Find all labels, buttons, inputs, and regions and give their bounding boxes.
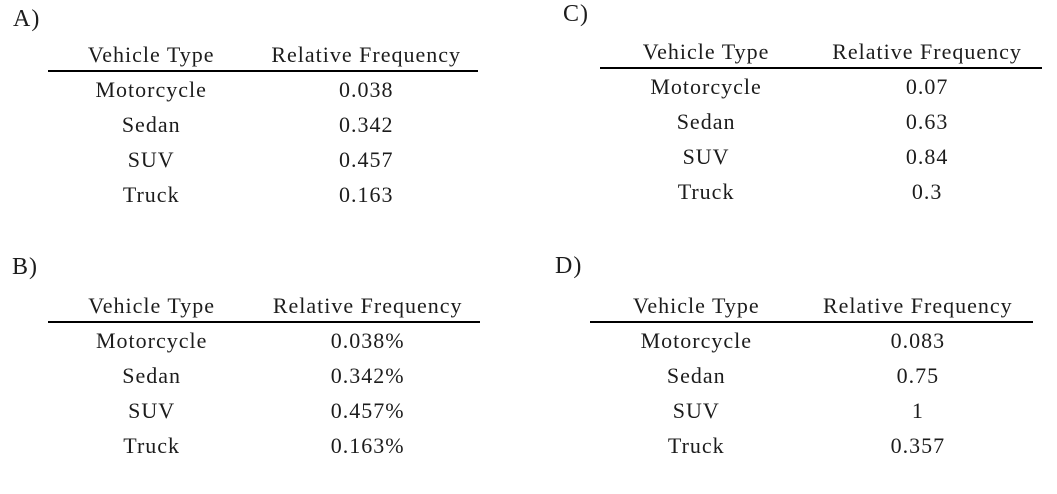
relative-frequency-cell: 0.357	[890, 432, 946, 458]
relative-frequency-cell: 0.038	[338, 76, 394, 102]
table-header-row: Vehicle Type Relative Frequency	[600, 37, 1042, 69]
table-header-row: Vehicle Type Relative Frequency	[48, 40, 478, 72]
table-row: Sedan 0.75	[590, 358, 1033, 393]
option-label-d: D)	[555, 253, 583, 279]
relative-frequency-cell: 0.63	[905, 108, 949, 134]
relative-frequency-cell: 0.342%	[330, 362, 405, 388]
vehicle-type-cell: Motorcycle	[650, 73, 762, 99]
option-label-b: B)	[12, 254, 38, 280]
column-header-vehicle-type: Vehicle Type	[48, 40, 255, 72]
table-row: Motorcycle 0.038%	[48, 322, 480, 358]
vehicle-type-cell: Sedan	[676, 108, 736, 134]
vehicle-type-cell: Motorcycle	[95, 76, 207, 102]
vehicle-type-cell: Sedan	[121, 111, 181, 137]
vehicle-type-cell: Truck	[667, 432, 725, 458]
relative-frequency-cell: 0.038%	[330, 327, 405, 353]
relative-frequency-cell: 0.342	[338, 111, 394, 137]
table-row: SUV 0.457%	[48, 393, 480, 428]
vehicle-type-cell: SUV	[127, 146, 175, 172]
column-header-vehicle-type: Vehicle Type	[600, 37, 813, 69]
frequency-table-c: Vehicle Type Relative Frequency Motorcyc…	[600, 37, 1042, 209]
vehicle-type-cell: Motorcycle	[95, 327, 208, 353]
frequency-table-d: Vehicle Type Relative Frequency Motorcyc…	[590, 291, 1033, 463]
vehicle-type-cell: Sedan	[666, 362, 726, 388]
table-row: Motorcycle 0.038	[48, 71, 478, 107]
table-row: SUV 0.457	[48, 142, 478, 177]
column-header-relative-frequency: Relative Frequency	[254, 40, 478, 72]
column-header-relative-frequency: Relative Frequency	[812, 37, 1042, 69]
frequency-table-b: Vehicle Type Relative Frequency Motorcyc…	[48, 291, 480, 463]
option-label-c: C)	[563, 1, 589, 27]
table-row: Truck 0.357	[590, 428, 1033, 463]
relative-frequency-cell: 0.163%	[330, 432, 405, 458]
vehicle-type-cell: Truck	[123, 432, 181, 458]
table-row: Sedan 0.342	[48, 107, 478, 142]
vehicle-type-cell: SUV	[128, 397, 176, 423]
relative-frequency-cell: 0.3	[911, 178, 943, 204]
vehicle-type-cell: Motorcycle	[640, 327, 753, 353]
relative-frequency-cell: 0.75	[896, 362, 940, 388]
vehicle-type-cell: Truck	[677, 178, 735, 204]
relative-frequency-cell: 1	[911, 397, 924, 423]
vehicle-type-cell: SUV	[672, 397, 720, 423]
column-header-relative-frequency: Relative Frequency	[255, 291, 480, 323]
table-header-row: Vehicle Type Relative Frequency	[48, 291, 480, 323]
frequency-table-a: Vehicle Type Relative Frequency Motorcyc…	[48, 40, 478, 212]
column-header-vehicle-type: Vehicle Type	[48, 291, 256, 323]
vehicle-type-cell: SUV	[682, 143, 730, 169]
vehicle-type-cell: Truck	[122, 181, 180, 207]
column-header-vehicle-type: Vehicle Type	[590, 291, 803, 323]
table-row: Truck 0.163	[48, 177, 478, 212]
table-row: Sedan 0.342%	[48, 358, 480, 393]
table-row: Truck 0.3	[600, 174, 1042, 209]
vehicle-type-cell: Sedan	[122, 362, 182, 388]
table-row: Motorcycle 0.083	[590, 322, 1033, 358]
table-header-row: Vehicle Type Relative Frequency	[590, 291, 1033, 323]
table-row: Truck 0.163%	[48, 428, 480, 463]
relative-frequency-cell: 0.84	[905, 143, 949, 169]
option-label-a: A)	[13, 6, 41, 32]
table-row: Sedan 0.63	[600, 104, 1042, 139]
relative-frequency-cell: 0.083	[890, 327, 946, 353]
table-row: SUV 1	[590, 393, 1033, 428]
relative-frequency-cell: 0.163	[338, 181, 394, 207]
table-row: SUV 0.84	[600, 139, 1042, 174]
table-row: Motorcycle 0.07	[600, 68, 1042, 104]
relative-frequency-cell: 0.457%	[330, 397, 405, 423]
relative-frequency-cell: 0.07	[905, 73, 949, 99]
relative-frequency-cell: 0.457	[338, 146, 394, 172]
column-header-relative-frequency: Relative Frequency	[802, 291, 1033, 323]
